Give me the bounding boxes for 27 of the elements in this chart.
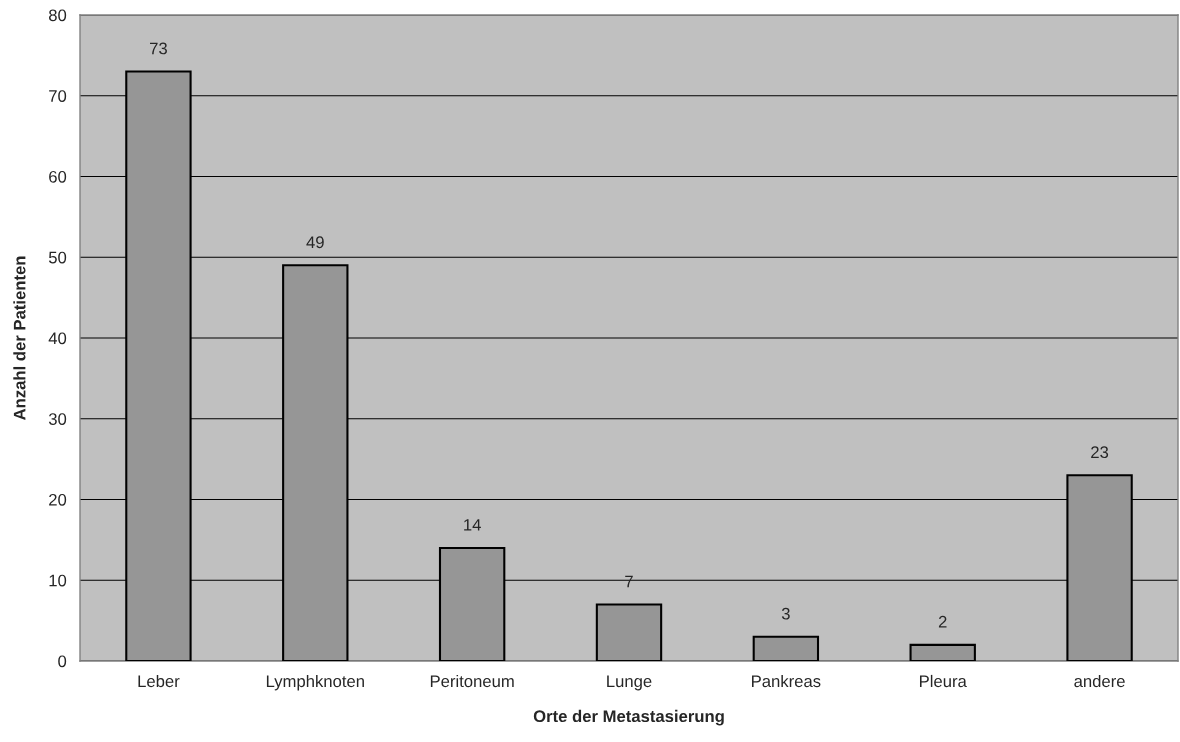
data-label: 14 (464, 519, 481, 531)
data-label: 23 (1091, 446, 1109, 459)
y-tick-label: 30 (48, 413, 67, 425)
y-tick-label: 10 (49, 574, 67, 587)
x-tick-label: Pankreas (752, 674, 821, 688)
bar (752, 635, 820, 661)
x-tick-label: Pleura (919, 674, 967, 688)
y-axis-title: Anzahl der Patienten (13, 256, 26, 420)
y-tick-label: 70 (49, 90, 67, 102)
bar (595, 603, 663, 661)
x-tick-label: Peritoneum (430, 674, 514, 688)
x-tick-label: Lunge (607, 675, 652, 691)
y-tick-label: 50 (48, 251, 67, 264)
x-tick-label: Leber (138, 674, 180, 688)
x-tick-label: andere (1074, 674, 1125, 688)
y-tick-label: 0 (58, 655, 67, 668)
y-tick-label: 80 (48, 9, 67, 22)
y-tick-label: 60 (49, 170, 67, 183)
x-tick-label: Lymphknoten (266, 674, 364, 691)
data-label: 3 (781, 607, 790, 620)
y-tick-label: 20 (49, 493, 67, 506)
y-tick-label: 40 (48, 332, 67, 345)
data-label: 73 (150, 42, 167, 55)
data-label: 49 (306, 236, 324, 249)
bar (909, 643, 976, 661)
data-label: 2 (938, 615, 947, 628)
x-axis-title: Orte der Metastasierung (533, 709, 724, 726)
